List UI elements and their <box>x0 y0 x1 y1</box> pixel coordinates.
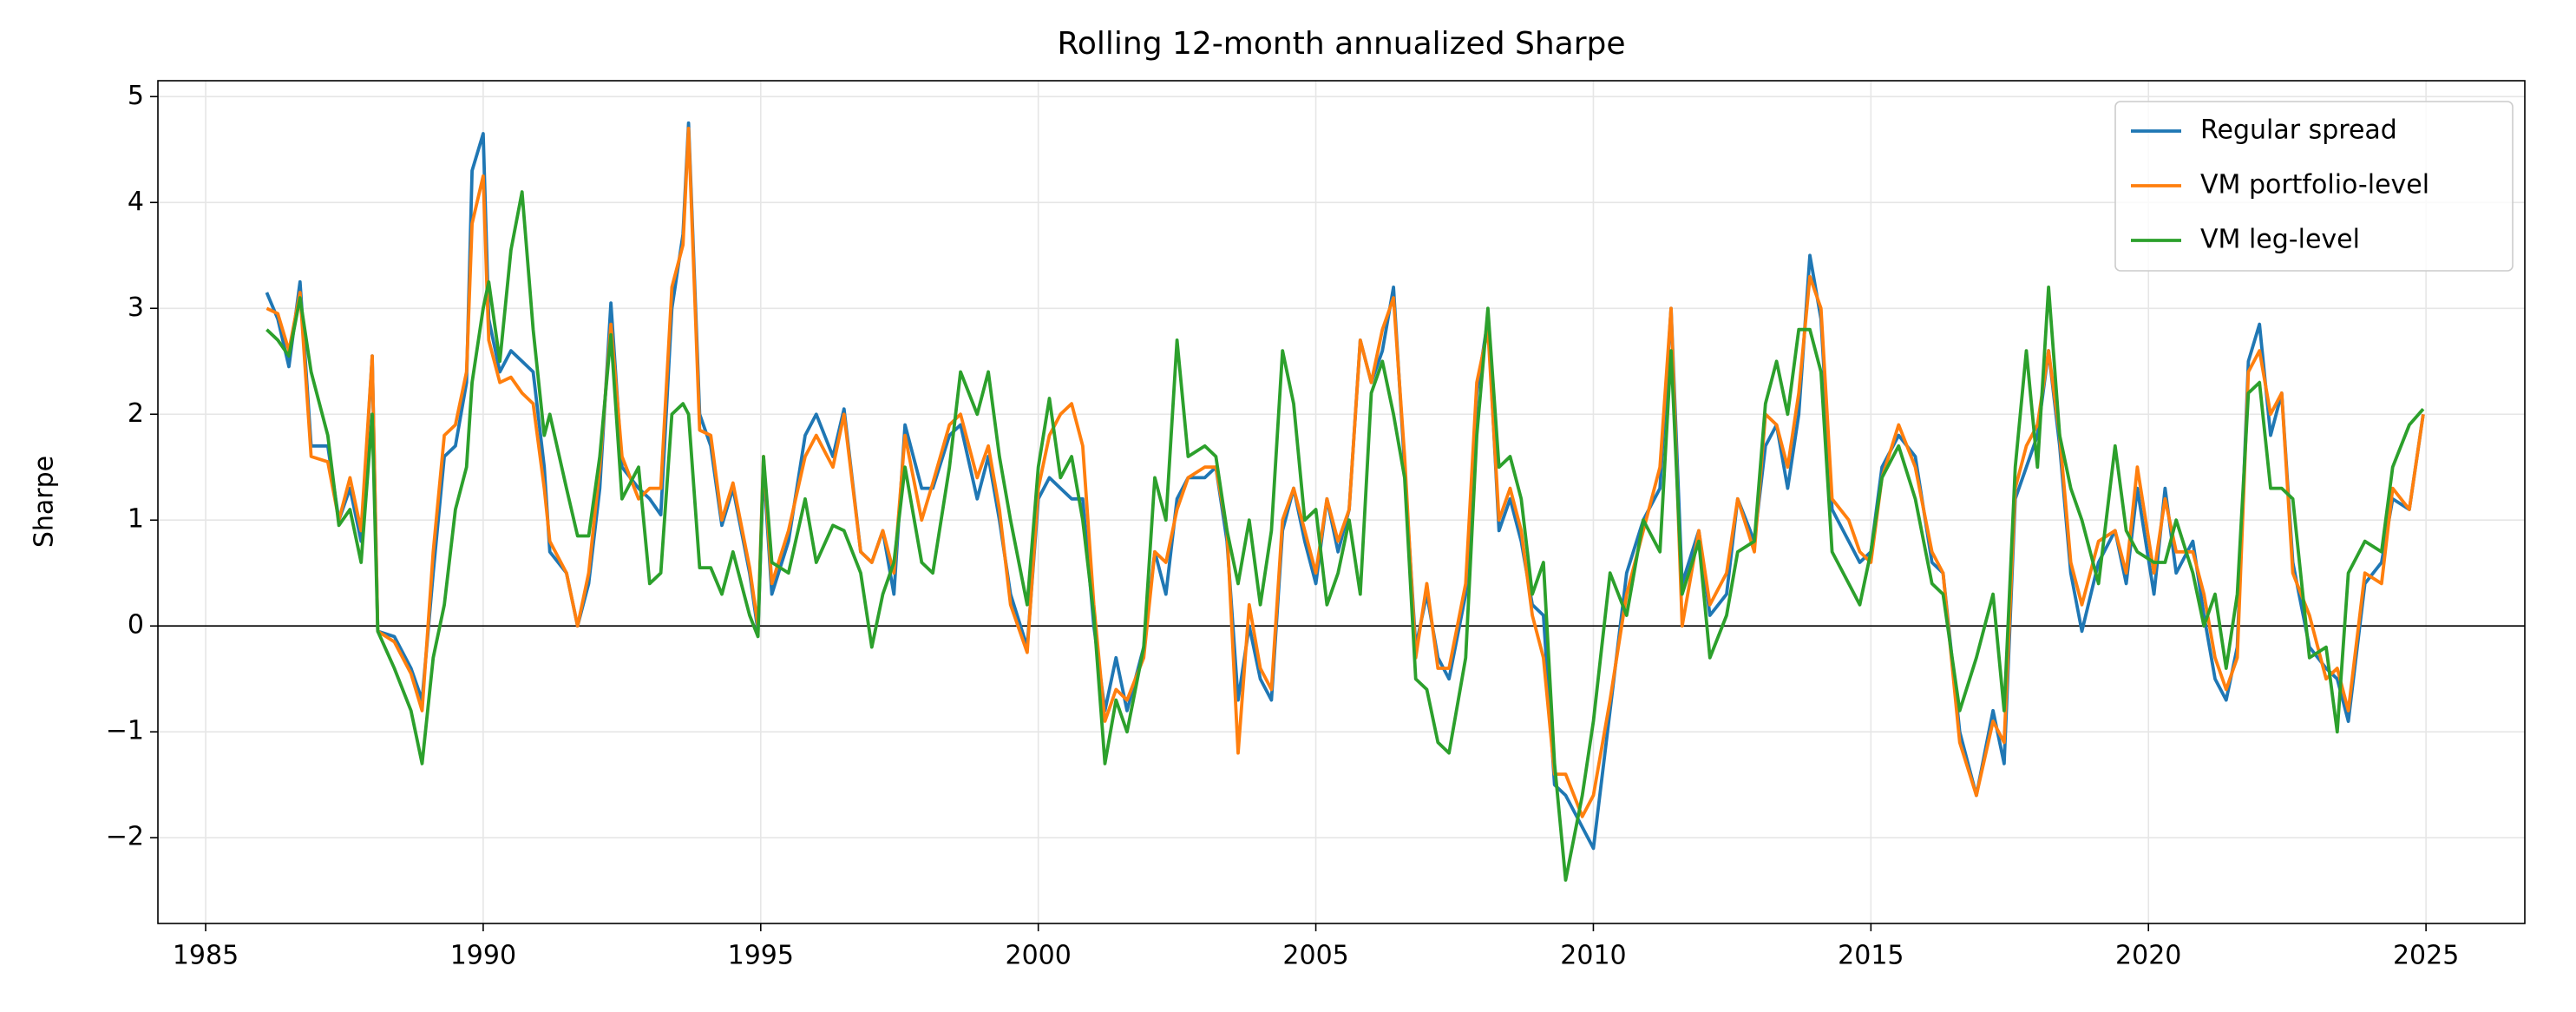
y-tick-label: −1 <box>106 716 144 746</box>
y-tick-label: 3 <box>128 292 144 323</box>
x-tick-label: 1990 <box>450 941 516 971</box>
chart-title: Rolling 12-month annualized Sharpe <box>1057 26 1625 62</box>
x-tick-label: 2010 <box>1560 941 1626 971</box>
legend-label: VM portfolio-level <box>2200 170 2429 200</box>
y-tick-label: 0 <box>128 610 144 641</box>
x-tick-label: 2000 <box>1006 941 1072 971</box>
y-tick-label: 2 <box>128 398 144 429</box>
legend: Regular spread VM portfolio-level VM leg-l… <box>2114 101 2514 272</box>
y-tick-label: 1 <box>128 504 144 535</box>
legend-label: Regular spread <box>2200 115 2397 146</box>
x-tick-label: 2005 <box>1282 941 1348 971</box>
x-tick-label: 2015 <box>1838 941 1904 971</box>
x-tick-label: 1985 <box>173 941 239 971</box>
y-axis-label: Sharpe <box>29 456 60 548</box>
y-tick-label: 5 <box>128 81 144 111</box>
legend-label: VM leg-level <box>2200 225 2360 255</box>
series-line <box>265 190 2425 882</box>
y-tick-label: 4 <box>128 187 144 217</box>
legend-box <box>2114 101 2514 272</box>
plot-frame <box>157 80 2526 924</box>
x-tick-label: 1995 <box>728 941 794 971</box>
y-tick-label: −2 <box>106 822 144 852</box>
x-tick-label: 2025 <box>2393 941 2459 971</box>
x-tick-label: 2020 <box>2115 941 2181 971</box>
